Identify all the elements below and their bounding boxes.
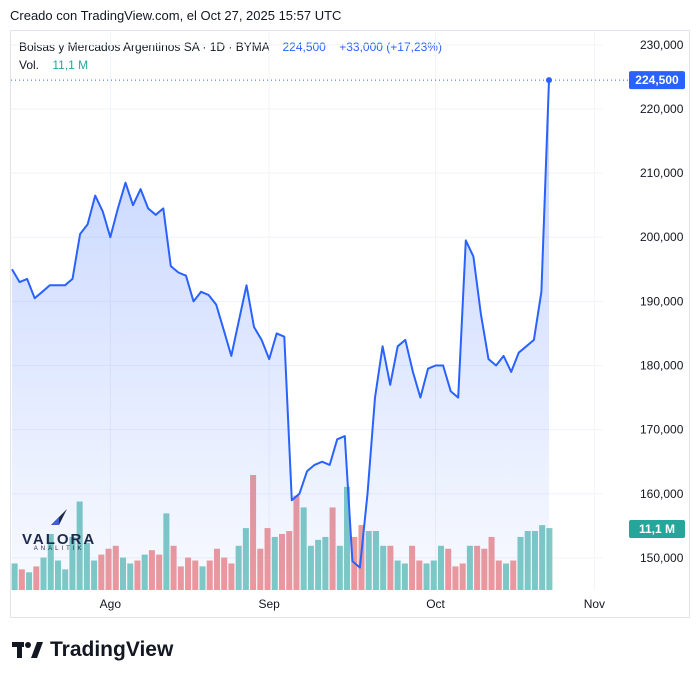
valora-logo-icon	[51, 509, 68, 525]
last-price-tag: 224,500	[635, 73, 679, 87]
legend-change: +33,000 (+17,23%)	[339, 40, 442, 54]
x-tick-label: Nov	[584, 597, 605, 611]
price-line	[11, 80, 550, 569]
y-tick-label: 150,000	[640, 551, 684, 565]
chart-caption: Creado con TradingView.com, el Oct 27, 2…	[10, 8, 342, 23]
watermark-sub: ANALITIK	[33, 546, 85, 552]
volume-tag-bg	[629, 520, 685, 538]
legend-volume-row: Vol. 11,1 M	[19, 56, 442, 74]
legend-symbol-row: Bolsas y Mercados Argentinos SA · 1D · B…	[19, 38, 442, 56]
x-tick-label: Sep	[258, 597, 280, 611]
legend-symbol[interactable]: Bolsas y Mercados Argentinos SA · 1D · B…	[19, 40, 270, 54]
watermark-name: VALORA	[22, 531, 97, 548]
y-tick-label: 160,000	[640, 487, 684, 501]
x-tick-label: Oct	[426, 597, 445, 611]
legend-vol-label: Vol.	[19, 58, 40, 72]
last-price-tag-bg	[629, 71, 685, 90]
y-tick-label: 210,000	[640, 166, 684, 180]
y-tick-label: 230,000	[640, 38, 684, 52]
tradingview-logo[interactable]: TradingView	[12, 638, 173, 662]
x-tick-label: Ago	[100, 597, 122, 611]
y-tick-label: 170,000	[640, 423, 684, 437]
legend-last-price: 224,500	[282, 40, 326, 54]
valora-watermark: VALORA ANALITIK	[22, 508, 96, 552]
volume-tag: 11,1 M	[639, 522, 675, 536]
tradingview-brand: TradingView	[50, 638, 174, 661]
y-axis-ticks: 150,000 160,000 170,000 180,000 190,000 200,0…	[640, 38, 684, 565]
y-tick-label: 200,000	[640, 230, 684, 244]
legend-vol-value: 11,1 M	[52, 58, 89, 72]
y-tick-label: 190,000	[640, 294, 684, 308]
chart-legend: Bolsas y Mercados Argentinos SA · 1D · B…	[19, 38, 442, 74]
y-tick-label: 220,000	[640, 102, 684, 116]
volume-bar	[546, 528, 553, 590]
last-price-dot	[546, 77, 552, 84]
chart-frame[interactable]	[10, 30, 690, 618]
y-tick-label: 180,000	[640, 359, 684, 373]
price-area	[12, 80, 549, 590]
x-axis-ticks: Ago Sep Oct Nov	[100, 597, 605, 611]
tradingview-logo-icon	[12, 642, 43, 658]
axis-value-tags: 224,500 11,1 M	[629, 71, 685, 538]
